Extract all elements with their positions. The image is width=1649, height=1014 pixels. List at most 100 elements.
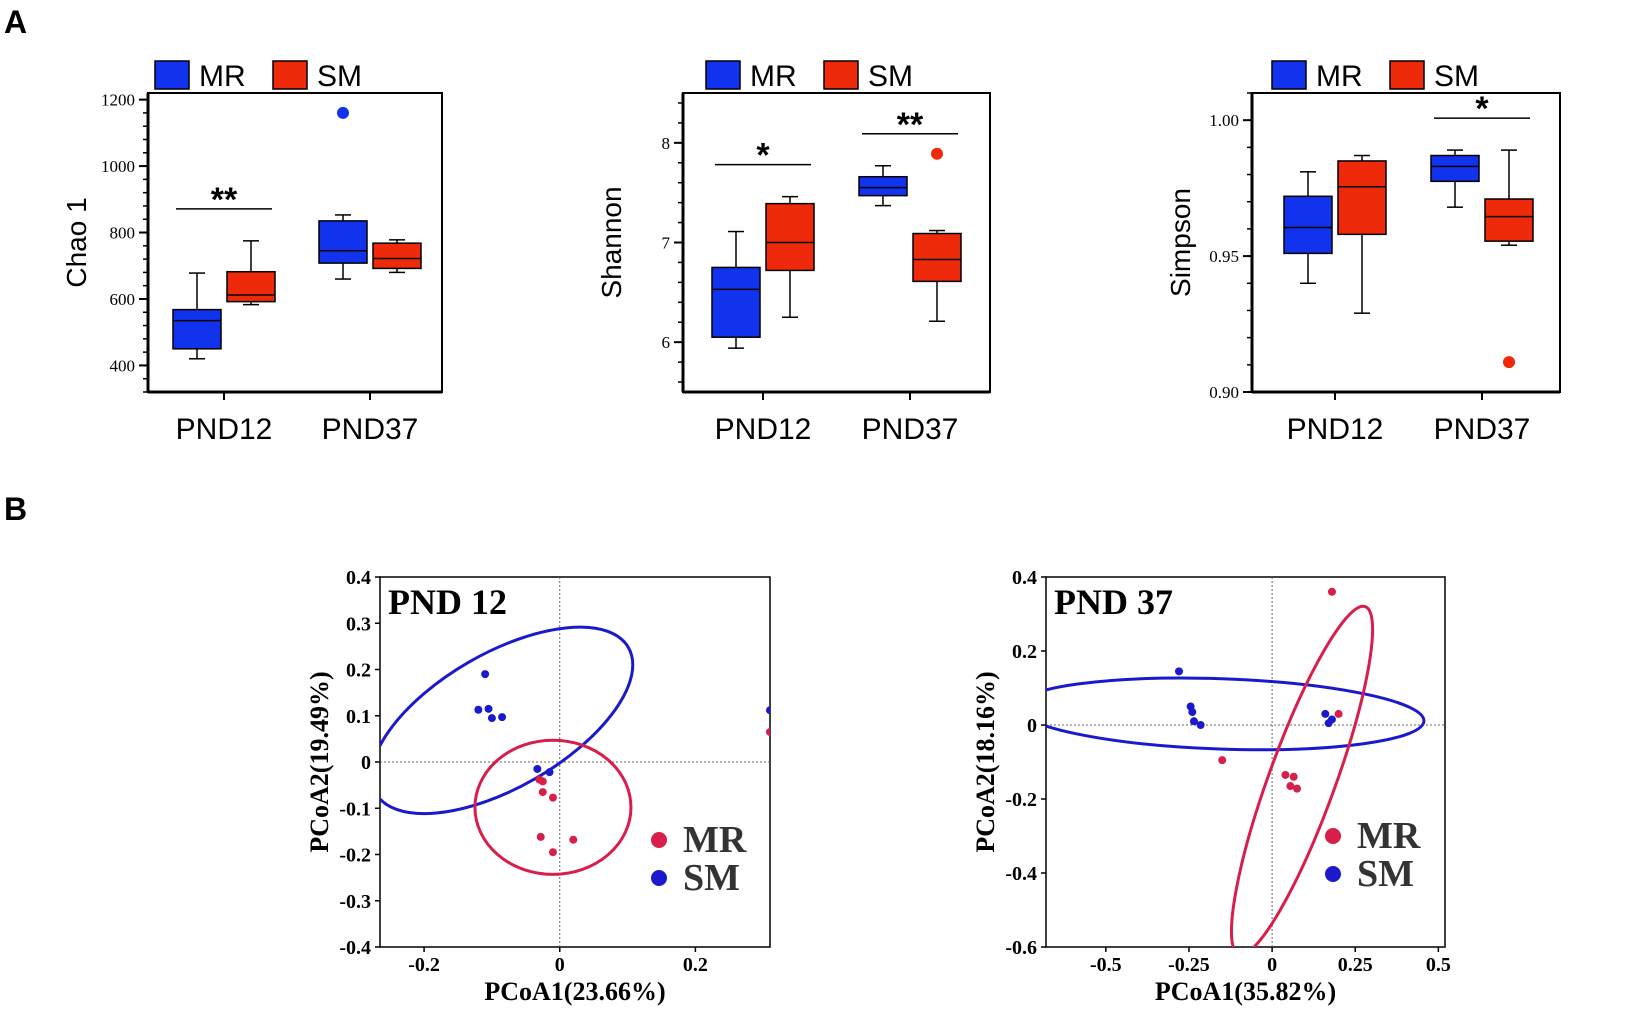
- simpson-category-pnd37: PND37: [1434, 413, 1531, 446]
- chao1-ytick-label: 1000: [101, 157, 135, 176]
- pcoa37-legend-marker-mr: [1325, 828, 1341, 844]
- pcoa37-xtick-label: -0.25: [1168, 954, 1210, 976]
- pcoa37-legend-label-mr: MR: [1357, 815, 1421, 857]
- pcoa37-point-mr: [1218, 756, 1227, 765]
- pcoa37-xlabel: PCoA1(35.82%): [1155, 977, 1336, 1006]
- pcoa12-point-sm: [498, 713, 507, 722]
- chao1-legend-label-mr: MR: [199, 60, 246, 93]
- pcoa12-xlabel: PCoA1(23.66%): [484, 977, 665, 1006]
- pcoa12-ytick-label: -0.4: [339, 937, 371, 959]
- shannon-legend-swatch-sm: [823, 60, 859, 90]
- pcoa37-ytick-label: -0.6: [1005, 937, 1037, 959]
- pcoa12-ytick-label: 0: [361, 752, 371, 774]
- shannon-ytick-label: 6: [662, 333, 671, 352]
- pcoa37-point-sm: [1175, 667, 1183, 676]
- chao1-ytick-label: 800: [110, 224, 136, 243]
- chao1-ylabel: Chao 1: [61, 197, 92, 287]
- shannon-sm-pnd12-box: [765, 202, 815, 272]
- shannon-ytick-label: 7: [662, 234, 671, 253]
- pcoa12-point-sm: [766, 706, 770, 715]
- pcoa37-point-mr: [1334, 709, 1343, 718]
- simpson-significance-label: *: [1475, 90, 1489, 128]
- pcoa37-point-sm: [1321, 709, 1330, 718]
- chao1-significance-label: **: [211, 181, 238, 219]
- pcoa37-ytick-label: 0.4: [1012, 567, 1037, 589]
- pcoa37-point-sm: [1324, 719, 1333, 728]
- pcoa37-xtick-label: 0: [1267, 954, 1277, 976]
- shannon-ylabel: Shannon: [596, 186, 627, 298]
- pcoa12-ytick-label: -0.1: [339, 798, 371, 820]
- pcoa12-point-mr: [569, 835, 578, 844]
- pcoa12-xtick-label: -0.2: [408, 954, 440, 976]
- simpson-ytick-label: 0.90: [1209, 383, 1239, 402]
- pcoa12-point-sm: [487, 714, 496, 723]
- pcoa37-ytick-label: -0.2: [1005, 789, 1037, 811]
- simpson-ylabel: Simpson: [1165, 188, 1196, 297]
- pcoa12-legend-label-mr: MR: [683, 819, 747, 861]
- chao1-legend-swatch-sm: [272, 60, 308, 90]
- chao1-ytick-label: 600: [110, 290, 136, 309]
- chao1-category-pnd12: PND12: [176, 413, 273, 446]
- pcoa12-point-sm: [545, 768, 554, 777]
- shannon-mr-pnd37-box: [858, 175, 908, 197]
- pcoa12-legend-marker-mr: [651, 832, 667, 848]
- chao1-sm-pnd12-box: [226, 270, 276, 303]
- shannon-legend-label-sm: SM: [868, 60, 913, 93]
- pcoa12-point-sm: [533, 764, 542, 773]
- simpson-legend-label-mr: MR: [1316, 60, 1363, 93]
- pcoa37-point-mr: [1327, 587, 1336, 596]
- pcoa37-xtick-label: 0.5: [1426, 954, 1451, 976]
- pcoa12-ytick-label: -0.3: [339, 891, 371, 913]
- pcoa12-ytick-label: -0.2: [339, 845, 371, 867]
- panel-label-a: A: [4, 4, 27, 40]
- pcoa12-point-mr: [538, 777, 547, 786]
- chao1-legend-swatch-mr: [154, 60, 190, 90]
- simpson-ytick-label: 1.00: [1209, 111, 1239, 130]
- pcoa12-ytick-label: 0.2: [346, 660, 371, 682]
- pcoa12-legend-label-sm: SM: [683, 857, 740, 899]
- simpson-category-pnd12: PND12: [1287, 413, 1384, 446]
- pcoa12-ellipse-mr: [473, 738, 633, 876]
- pcoa37-point-sm: [1188, 708, 1197, 717]
- pcoa37-plot-frame: [1045, 576, 1446, 948]
- shannon-ytick-label: 8: [662, 134, 671, 153]
- pcoa12-ytick-label: 0.1: [346, 706, 371, 728]
- pcoa37-xtick-label: 0.25: [1338, 954, 1373, 976]
- pcoa37-ytick-label: 0.2: [1012, 641, 1037, 663]
- pcoa37-point-mr: [1293, 784, 1302, 793]
- simpson-legend-swatch-sm: [1389, 60, 1425, 90]
- pcoa12-point-sm: [481, 670, 490, 679]
- pcoa12-point-sm: [474, 705, 483, 714]
- shannon-category-pnd12: PND12: [715, 413, 812, 446]
- simpson-ytick-label: 0.95: [1209, 247, 1239, 266]
- pcoa37-point-mr: [1281, 770, 1290, 779]
- pcoa12-point-sm: [484, 704, 493, 713]
- pcoa37-ellipse-sm: [1046, 676, 1426, 752]
- pcoa12-point-mr: [536, 832, 545, 841]
- shannon-category-pnd37: PND37: [862, 413, 959, 446]
- simpson-sm-pnd37-outlier: [1503, 356, 1515, 369]
- chao1-ytick-label: 1200: [101, 91, 135, 110]
- shannon-legend-swatch-mr: [705, 60, 741, 90]
- pcoa12-plot-area: [380, 625, 770, 876]
- simpson-sm-pnd37-box: [1484, 198, 1534, 242]
- pcoa37-ellipse-mr: [1229, 604, 1375, 947]
- shannon-mr-pnd12-box: [711, 266, 761, 338]
- chao1-mr-pnd37-box: [318, 220, 368, 264]
- pcoa37-point-mr: [1289, 772, 1298, 781]
- chao1-category-pnd37: PND37: [322, 413, 419, 446]
- pcoa37-xtick-label: -0.5: [1090, 954, 1122, 976]
- pcoa37-point-sm: [1196, 721, 1205, 729]
- pcoa12-point-mr: [548, 848, 557, 857]
- pcoa12-point-mr: [766, 727, 770, 736]
- shannon-sm-pnd37-outlier: [931, 147, 943, 160]
- pcoa12-xtick-label: 0.2: [683, 954, 708, 976]
- pcoa12-xtick-label: 0: [555, 954, 565, 976]
- pcoa37-plot-area: [1046, 587, 1426, 947]
- simpson-legend-label-sm: SM: [1434, 60, 1479, 93]
- pcoa37-ytick-label: -0.4: [1005, 863, 1037, 885]
- pcoa12-title: PND 12: [388, 582, 507, 622]
- pcoa37-point-mr: [1286, 782, 1295, 791]
